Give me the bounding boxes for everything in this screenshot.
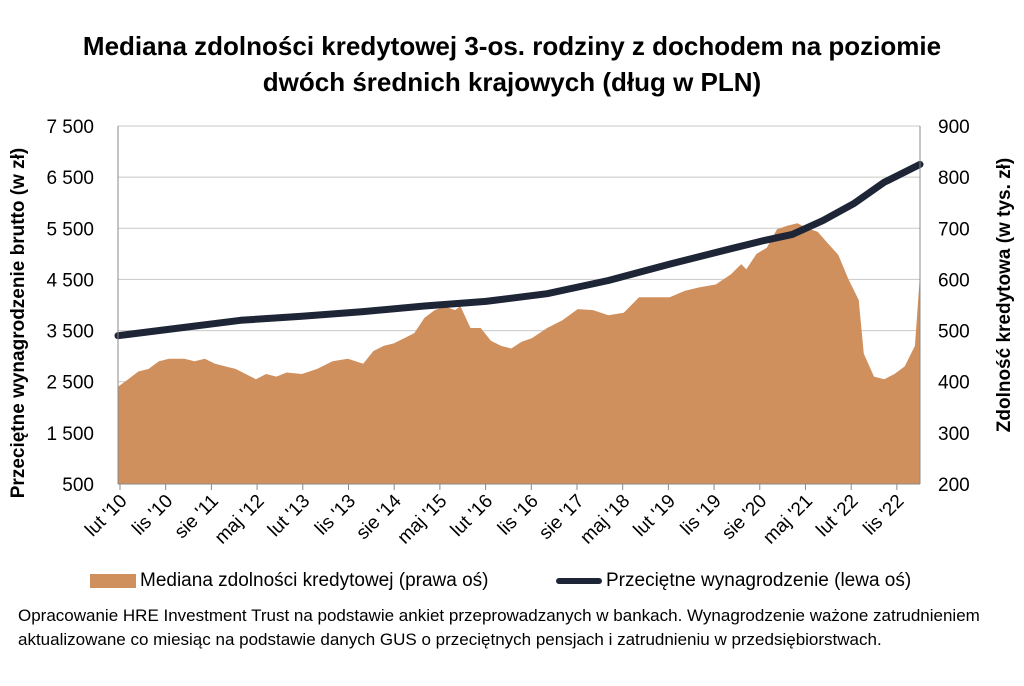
x-tick-label: lut '10 [81,491,131,541]
area-series-layer [118,223,920,484]
x-tick-label: lut '22 [812,491,862,541]
chart-title-line2: dwóch średnich krajowych (dług w PLN) [262,67,762,97]
legend-label-line: Przeciętne wynagrodzenie (lewa oś) [606,570,912,591]
left-tick-label: 4 500 [46,270,94,291]
x-tick-label: lis '19 [677,491,726,540]
left-tick-label: 1 500 [46,424,94,445]
source-note: Opracowanie HRE Investment Trust na pods… [18,606,980,649]
legend-swatch-area [90,574,136,588]
axes [117,126,921,485]
left-tick-label: 3 500 [46,322,94,343]
left-tick-label: 7 500 [46,117,94,138]
right-axis-ticks: 900 800 700 600 500 400 300 200 [938,117,970,496]
right-tick-label: 900 [938,117,970,138]
right-tick-label: 700 [938,219,970,240]
x-tick-label: maj '12 [211,491,269,549]
right-tick-label: 600 [938,270,970,291]
x-tick-label: maj '21 [759,491,817,549]
line-series-wynagrodzenie [114,160,924,340]
x-tick-label: maj '15 [394,491,452,549]
right-axis-label: Zdolność kredytowa (w tys. zł) [994,158,1015,433]
right-tick-label: 200 [938,475,970,496]
line-series-layer [114,160,924,340]
legend-label-area: Mediana zdolności kredytowej (prawa oś) [140,570,489,591]
x-tick-label: lut '16 [447,491,497,541]
right-tick-label: 500 [938,322,970,343]
x-tick-label: lis '13 [311,491,360,540]
x-tick-label: lut '13 [264,491,314,541]
x-tick-label: maj '18 [576,491,634,549]
x-tick-label: lis '10 [128,491,177,540]
left-axis-label: Przeciętne wynagrodzenie brutto (w zł) [8,148,29,499]
left-tick-label: 500 [62,475,94,496]
chart-plot: 7 500 6 500 5 500 4 500 3 500 2 500 1 500 500 9… [8,117,1015,548]
left-axis-ticks: 7 500 6 500 5 500 4 500 3 500 2 500 1 500 500 [46,117,94,496]
legend-item-line: Przeciętne wynagrodzenie (lewa oś) [556,570,911,592]
legend-item-area: Mediana zdolności kredytowej (prawa oś) [90,570,489,592]
right-tick-label: 300 [938,424,970,445]
right-tick-label: 800 [938,168,970,189]
chart-title: Mediana zdolności kredytowej 3-os. rodzi… [0,28,1024,100]
area-series-mediana [118,223,920,484]
left-tick-label: 5 500 [46,219,94,240]
x-tick-label: lis '22 [860,491,909,540]
legend-swatch-line [556,578,602,584]
left-tick-label: 2 500 [46,373,94,394]
left-tick-label: 6 500 [46,168,94,189]
legend: Mediana zdolności kredytowej (prawa oś) … [0,570,1024,598]
x-tick-label: lis '16 [494,491,543,540]
x-tick-label: lut '19 [630,491,680,541]
right-tick-label: 400 [938,373,970,394]
chart-title-line1: Mediana zdolności kredytowej 3-os. rodzi… [82,31,942,61]
